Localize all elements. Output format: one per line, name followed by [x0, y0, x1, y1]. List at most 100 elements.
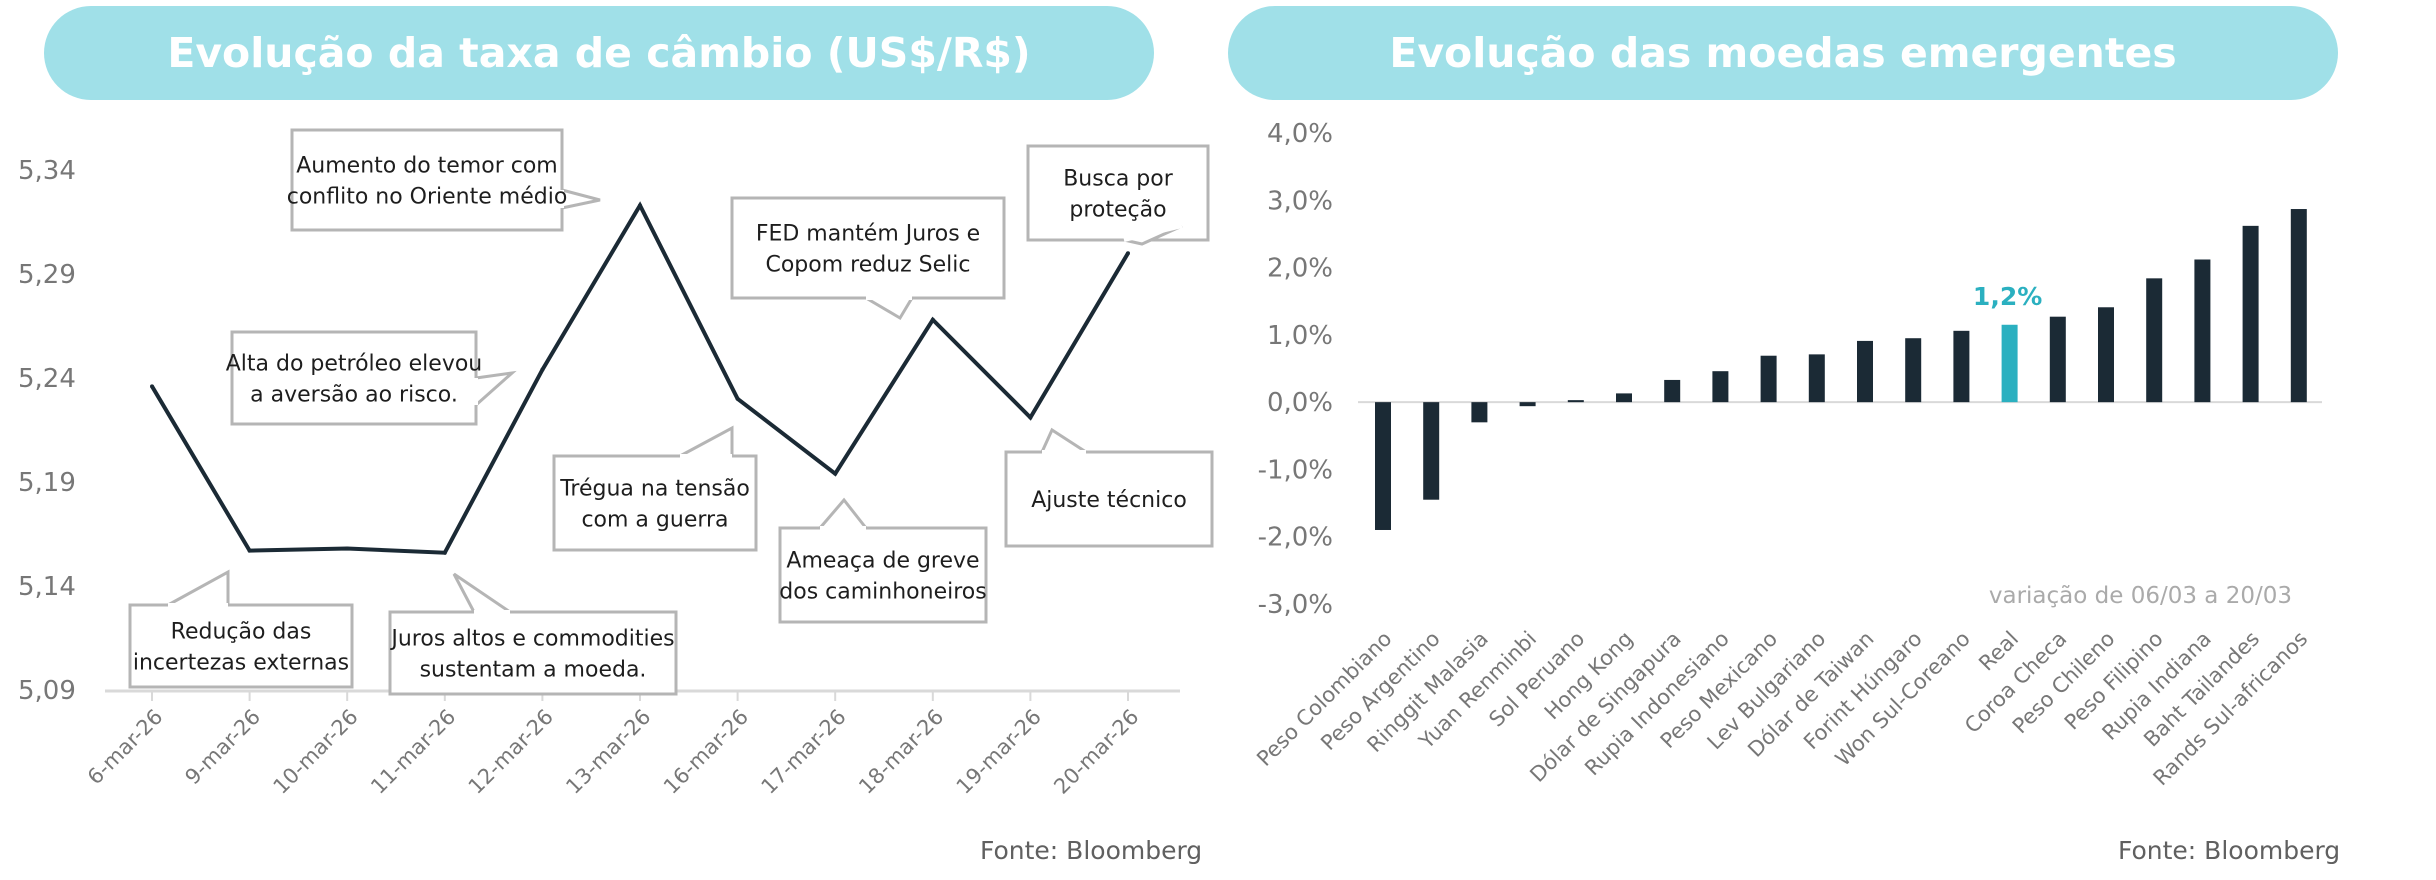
exchange-rate-point [150, 384, 154, 389]
callout-text: incertezas externas [133, 651, 349, 676]
callout-annotation: Ajuste técnico [1004, 427, 1214, 548]
callout-text: FED mantém Juros e [756, 222, 980, 247]
callout-text: a aversão ao risco. [250, 383, 458, 408]
callout-pointer [561, 188, 601, 210]
exchange-rate-point [638, 203, 642, 208]
callout-text: Aumento do temor com [296, 154, 557, 179]
exchange-rate-point [1126, 251, 1130, 256]
x-tick-label: 11-mar-26 [366, 705, 460, 799]
callout-annotation: Alta do petróleo elevou a aversão ao risc… [226, 330, 517, 426]
emerging-currencies-title-banner: Evolução das moedas emergentes [1228, 6, 2338, 100]
bar [1471, 402, 1488, 423]
y-tick-label: -3,0% [1258, 590, 1333, 620]
callout-text: Ameaça de greve [786, 549, 979, 574]
exchange-rate-title-banner: Evolução da taxa de câmbio (US$/R$) [44, 6, 1154, 100]
x-tick-label: 17-mar-26 [757, 705, 851, 799]
y-tick-label: 0,0% [1267, 388, 1333, 418]
callout-annotation: Redução das incertezas externas [128, 569, 354, 689]
y-tick-label: 1,0% [1267, 321, 1333, 351]
y-tick-label: 3,0% [1267, 186, 1333, 216]
callout-text: com a guerra [581, 508, 728, 533]
bar [2242, 225, 2259, 403]
callout-annotation: Ameaça de greve dos caminhoneiros [778, 497, 988, 624]
emerging-currencies-title: Evolução das moedas emergentes [1389, 29, 2177, 77]
exchange-rate-title: Evolução da taxa de câmbio (US$/R$) [167, 29, 1031, 77]
callout-text: Busca por [1063, 167, 1173, 192]
callout-box [552, 454, 758, 552]
exchange-rate-point [930, 317, 935, 322]
bar [1953, 330, 1970, 403]
y-tick-label: 5,14 [18, 572, 76, 602]
callout-box [290, 128, 564, 232]
y-tick-label: 4,0% [1267, 119, 1333, 149]
x-tick-label: 6-mar-26 [83, 705, 168, 790]
exchange-rate-point [833, 471, 838, 476]
callout-text: Alta do petróleo elevou [226, 352, 483, 377]
bar [1375, 402, 1391, 530]
bar [1664, 379, 1681, 403]
callout-annotation: Trégua na tensão com a guerra [552, 425, 758, 552]
bar [1808, 354, 1825, 403]
x-tick-label: 9-mar-26 [180, 705, 265, 790]
exchange-rate-point [247, 548, 252, 553]
exchange-rate-panel: Evolução da taxa de câmbio (US$/R$) 5,09… [18, 6, 1214, 865]
y-tick-label: 5,29 [18, 260, 76, 290]
bar [1760, 355, 1777, 403]
bar [1519, 402, 1536, 407]
callout-text: Copom reduz Selic [765, 253, 970, 278]
y-tick-label: 5,34 [18, 156, 76, 186]
x-tick-label: 12-mar-26 [464, 705, 558, 799]
callout-pointer [1040, 427, 1087, 454]
bar [1616, 393, 1632, 403]
exchange-rate-point [735, 396, 740, 401]
x-tick-label: 13-mar-26 [561, 705, 655, 799]
callout-text: Redução das [171, 620, 312, 645]
y-tick-label: 2,0% [1267, 254, 1333, 284]
callout-text: sustentam a moeda. [420, 658, 647, 683]
y-tick-label: -2,0% [1258, 523, 1333, 553]
callout-pointer [679, 425, 734, 458]
exchange-rate-point [540, 367, 545, 372]
callout-pointer [865, 296, 914, 321]
callout-text: conflito no Oriente médio [287, 185, 568, 210]
callout-pointer [167, 569, 230, 607]
y-tick-label: -1,0% [1258, 455, 1333, 485]
callout-box [778, 526, 988, 624]
emerging-currencies-panel: Evolução das moedas emergentes -3,0% -2,0… [1218, 0, 2436, 880]
callout-box [388, 610, 678, 696]
x-tick-label: 20-mar-26 [1049, 705, 1143, 799]
y-tick-label: 5,19 [18, 468, 76, 498]
exchange-rate-point [1028, 415, 1033, 420]
exchange-rate-point [345, 546, 350, 551]
callout-text: dos caminhoneiros [779, 580, 986, 605]
highlighted-bar [2001, 324, 2018, 403]
bar [1712, 371, 1729, 403]
bar [1905, 338, 1922, 403]
emerging-currencies-bar-chart: -3,0%-2,0%-1,0%0,0%1,0%2,0%3,0%4,0%Peso … [1252, 119, 2322, 790]
bar [2290, 209, 2307, 403]
highlight-value-label: 1,2% [1973, 282, 2042, 311]
callout-box [128, 603, 354, 689]
callout-pointer [818, 497, 868, 529]
callout-annotation: Busca por proteção [1026, 144, 1210, 246]
callout-pointer [475, 370, 517, 407]
bar [1857, 340, 1873, 403]
x-tick-label: 18-mar-26 [854, 705, 948, 799]
bar [2194, 259, 2211, 403]
callout-text: proteção [1069, 198, 1166, 223]
x-tick-label: 10-mar-26 [269, 705, 363, 799]
callout-box [1026, 144, 1210, 242]
right-source-note: Fonte: Bloomberg [2118, 836, 2341, 865]
bar [1423, 402, 1440, 500]
callout-pointer-gap [1123, 224, 1183, 242]
exchange-rate-point [442, 550, 447, 555]
y-tick-label: 5,24 [18, 364, 76, 394]
y-tick-label: 5,09 [18, 676, 76, 706]
bar [2146, 278, 2163, 403]
x-tick-label: 16-mar-26 [659, 705, 753, 799]
callout-annotation: FED mantém Juros e Copom reduz Selic [730, 196, 1006, 321]
bar [2049, 316, 2066, 403]
callout-box [730, 196, 1006, 300]
bar [1567, 400, 1584, 403]
callout-box [230, 330, 478, 426]
